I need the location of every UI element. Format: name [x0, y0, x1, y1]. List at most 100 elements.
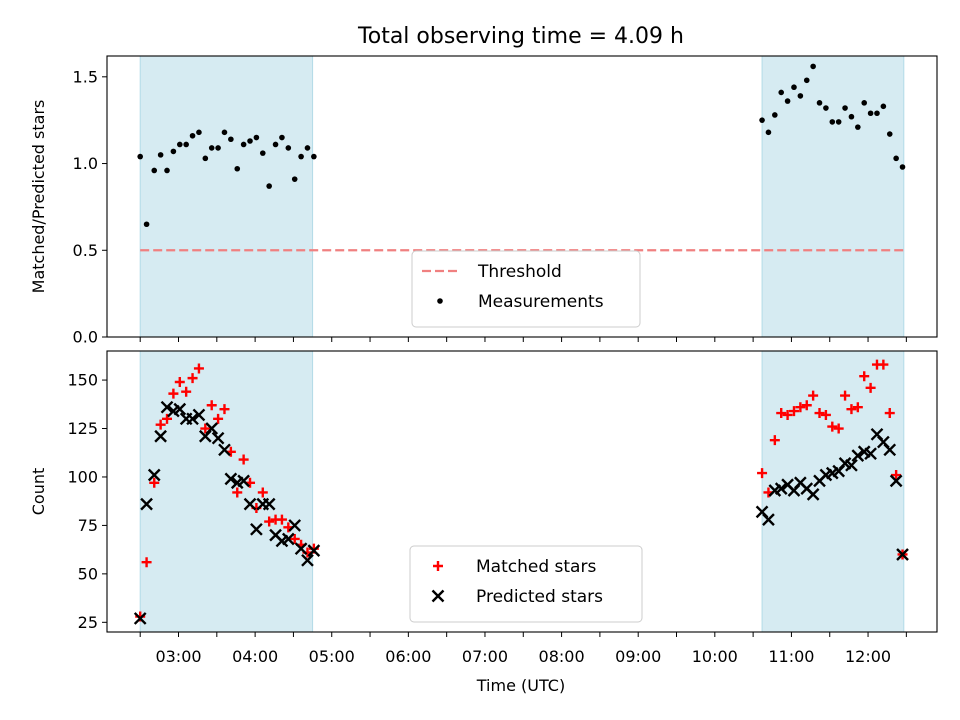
data-point [200, 423, 211, 434]
data-point [140, 497, 153, 511]
legend-label: Predicted stars [476, 587, 603, 607]
legend-label: Matched stars [476, 557, 596, 577]
data-point [257, 487, 268, 498]
data-point [215, 145, 221, 151]
data-point [193, 363, 204, 374]
observing-window-1 [139, 55, 314, 338]
y-tick-label: 75 [78, 516, 98, 535]
data-point [155, 419, 166, 430]
observing-window-1 [139, 350, 314, 633]
observing-window-2 [761, 55, 905, 338]
data-point [221, 129, 228, 136]
data-point [237, 474, 250, 488]
data-point [865, 382, 876, 393]
data-point [151, 167, 158, 174]
data-point [183, 141, 189, 148]
data-point [776, 408, 787, 419]
data-point [141, 557, 152, 568]
legend-swatch [437, 298, 443, 304]
data-point [307, 544, 321, 557]
chart-title: Total observing time = 4.09 h [357, 24, 684, 49]
data-point [173, 402, 187, 416]
data-point [765, 129, 772, 136]
data-point [820, 409, 831, 420]
y-tick-label: 1.0 [73, 154, 98, 173]
data-point [814, 408, 825, 419]
data-point [880, 103, 887, 110]
y-tick-label: 50 [78, 564, 98, 583]
data-point [262, 497, 276, 511]
legend: Threshold Measurements [411, 250, 641, 328]
data-point [174, 377, 185, 388]
data-point [196, 129, 202, 136]
y-tick-label: 25 [78, 613, 98, 632]
data-point [301, 553, 314, 567]
data-point [874, 110, 880, 117]
data-point [181, 386, 192, 397]
data-point [810, 63, 816, 70]
data-point [276, 514, 287, 525]
x-tick-label: 03:00 [155, 647, 201, 666]
data-point [806, 488, 820, 501]
data-point [867, 110, 874, 117]
data-point [147, 468, 161, 482]
data-point [772, 112, 778, 118]
data-point [189, 132, 196, 139]
data-point [160, 400, 174, 414]
data-point [788, 406, 799, 417]
data-point [176, 141, 183, 148]
data-point [757, 468, 768, 479]
legend-label: Measurements [478, 292, 604, 312]
data-point [205, 422, 219, 435]
data-point [842, 105, 848, 111]
data-point [840, 390, 851, 401]
data-point [891, 470, 902, 481]
x-tick-label: 05:00 [309, 647, 355, 666]
data-point [851, 449, 865, 462]
data-point [162, 413, 173, 424]
data-point [208, 145, 215, 151]
data-point [816, 100, 823, 106]
data-point [304, 145, 311, 151]
data-point [883, 443, 897, 457]
y-tick-label: 150 [67, 371, 98, 390]
data-point [187, 373, 198, 384]
legend: Matched stars Predicted stars [409, 545, 643, 623]
data-point [884, 408, 895, 419]
data-point [784, 98, 791, 104]
data-point [803, 77, 810, 84]
data-point [899, 164, 906, 170]
series-measurements [137, 63, 906, 228]
legend-box [411, 250, 641, 328]
data-point [288, 519, 302, 532]
data-point [247, 138, 253, 144]
series-predicted-stars [133, 400, 909, 625]
x-tick-label: 10:00 [692, 647, 738, 666]
x-tick-label: 12:00 [845, 647, 891, 666]
data-point [829, 119, 836, 125]
data-point [823, 105, 829, 111]
data-point [808, 390, 819, 401]
data-point [240, 141, 247, 148]
data-point [234, 165, 241, 172]
data-point [859, 371, 870, 382]
y-tick-label: 0.5 [73, 241, 98, 260]
data-point [311, 153, 317, 160]
data-point [759, 117, 765, 123]
data-point [889, 474, 903, 488]
top-panel-ratio: 0.0 0.5 1.0 1.5 Matched/Predicted stars Thres… [29, 55, 938, 347]
data-point [272, 141, 279, 148]
data-point [762, 513, 775, 526]
data-point [861, 100, 868, 106]
data-point [285, 145, 292, 151]
legend-box [409, 545, 643, 623]
data-point [224, 472, 238, 486]
y-tick-label: 100 [67, 467, 98, 486]
data-point [801, 400, 812, 411]
data-point [218, 443, 231, 457]
data-point [250, 522, 263, 536]
y-axis-label: Count [29, 468, 48, 516]
data-point [186, 412, 199, 426]
x-tick-label: 07:00 [462, 647, 508, 666]
